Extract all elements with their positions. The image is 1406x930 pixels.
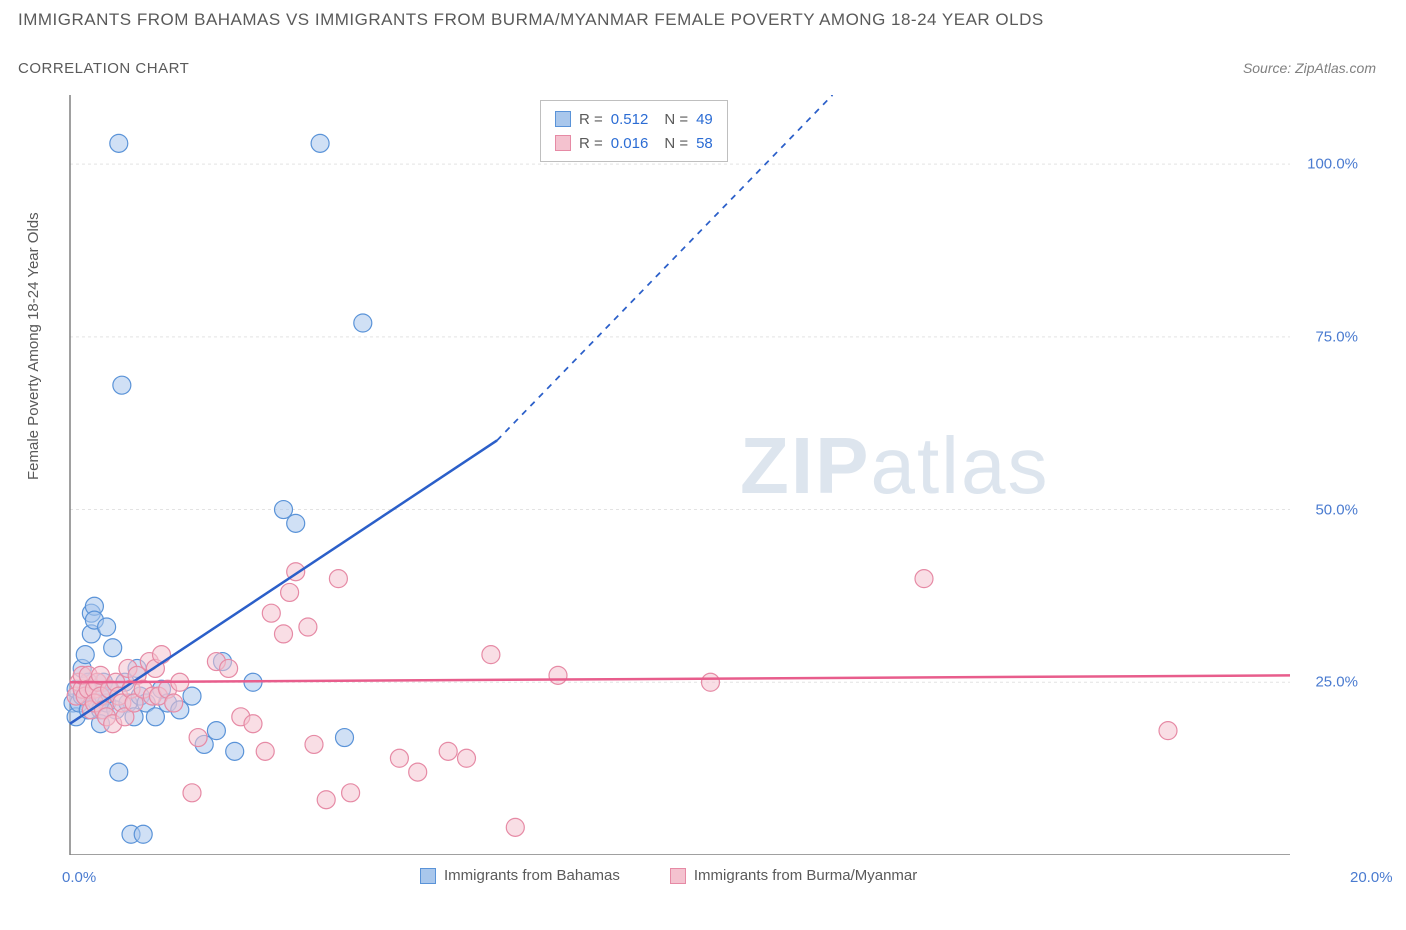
page-title: IMMIGRANTS FROM BAHAMAS VS IMMIGRANTS FR… [18,10,1044,30]
legend-swatch-bahamas [420,868,436,884]
legend-label: Immigrants from Burma/Myanmar [694,867,917,884]
r-label: R = [579,111,603,128]
stats-row-bahamas: R = 0.512 N = 49 [555,107,713,131]
legend-swatch-burma [555,135,571,151]
scatter-plot [60,95,1350,855]
stats-row-burma: R = 0.016 N = 58 [555,131,713,155]
legend-item-burma: Immigrants from Burma/Myanmar [670,867,917,884]
chart-area [60,95,1350,855]
stats-legend-box: R = 0.512 N = 49 R = 0.016 N = 58 [540,100,728,162]
y-tick-label: 75.0% [1315,328,1358,345]
x-tick-label: 20.0% [1350,869,1393,886]
r-value-bahamas: 0.512 [611,111,649,128]
legend-label: Immigrants from Bahamas [444,867,620,884]
chart-subtitle: CORRELATION CHART [18,60,189,77]
n-value-burma: 58 [696,135,713,152]
y-axis-label: Female Poverty Among 18-24 Year Olds [25,212,42,480]
bottom-legend: Immigrants from Bahamas Immigrants from … [420,867,917,884]
n-value-bahamas: 49 [696,111,713,128]
y-tick-label: 100.0% [1307,156,1358,173]
legend-swatch-burma [670,868,686,884]
n-label: N = [664,111,688,128]
y-tick-label: 50.0% [1315,501,1358,518]
source-attribution: Source: ZipAtlas.com [1243,60,1376,76]
r-value-burma: 0.016 [611,135,649,152]
r-label: R = [579,135,603,152]
n-label: N = [664,135,688,152]
legend-swatch-bahamas [555,111,571,127]
legend-item-bahamas: Immigrants from Bahamas [420,867,620,884]
y-tick-label: 25.0% [1315,674,1358,691]
x-tick-label: 0.0% [62,869,96,886]
